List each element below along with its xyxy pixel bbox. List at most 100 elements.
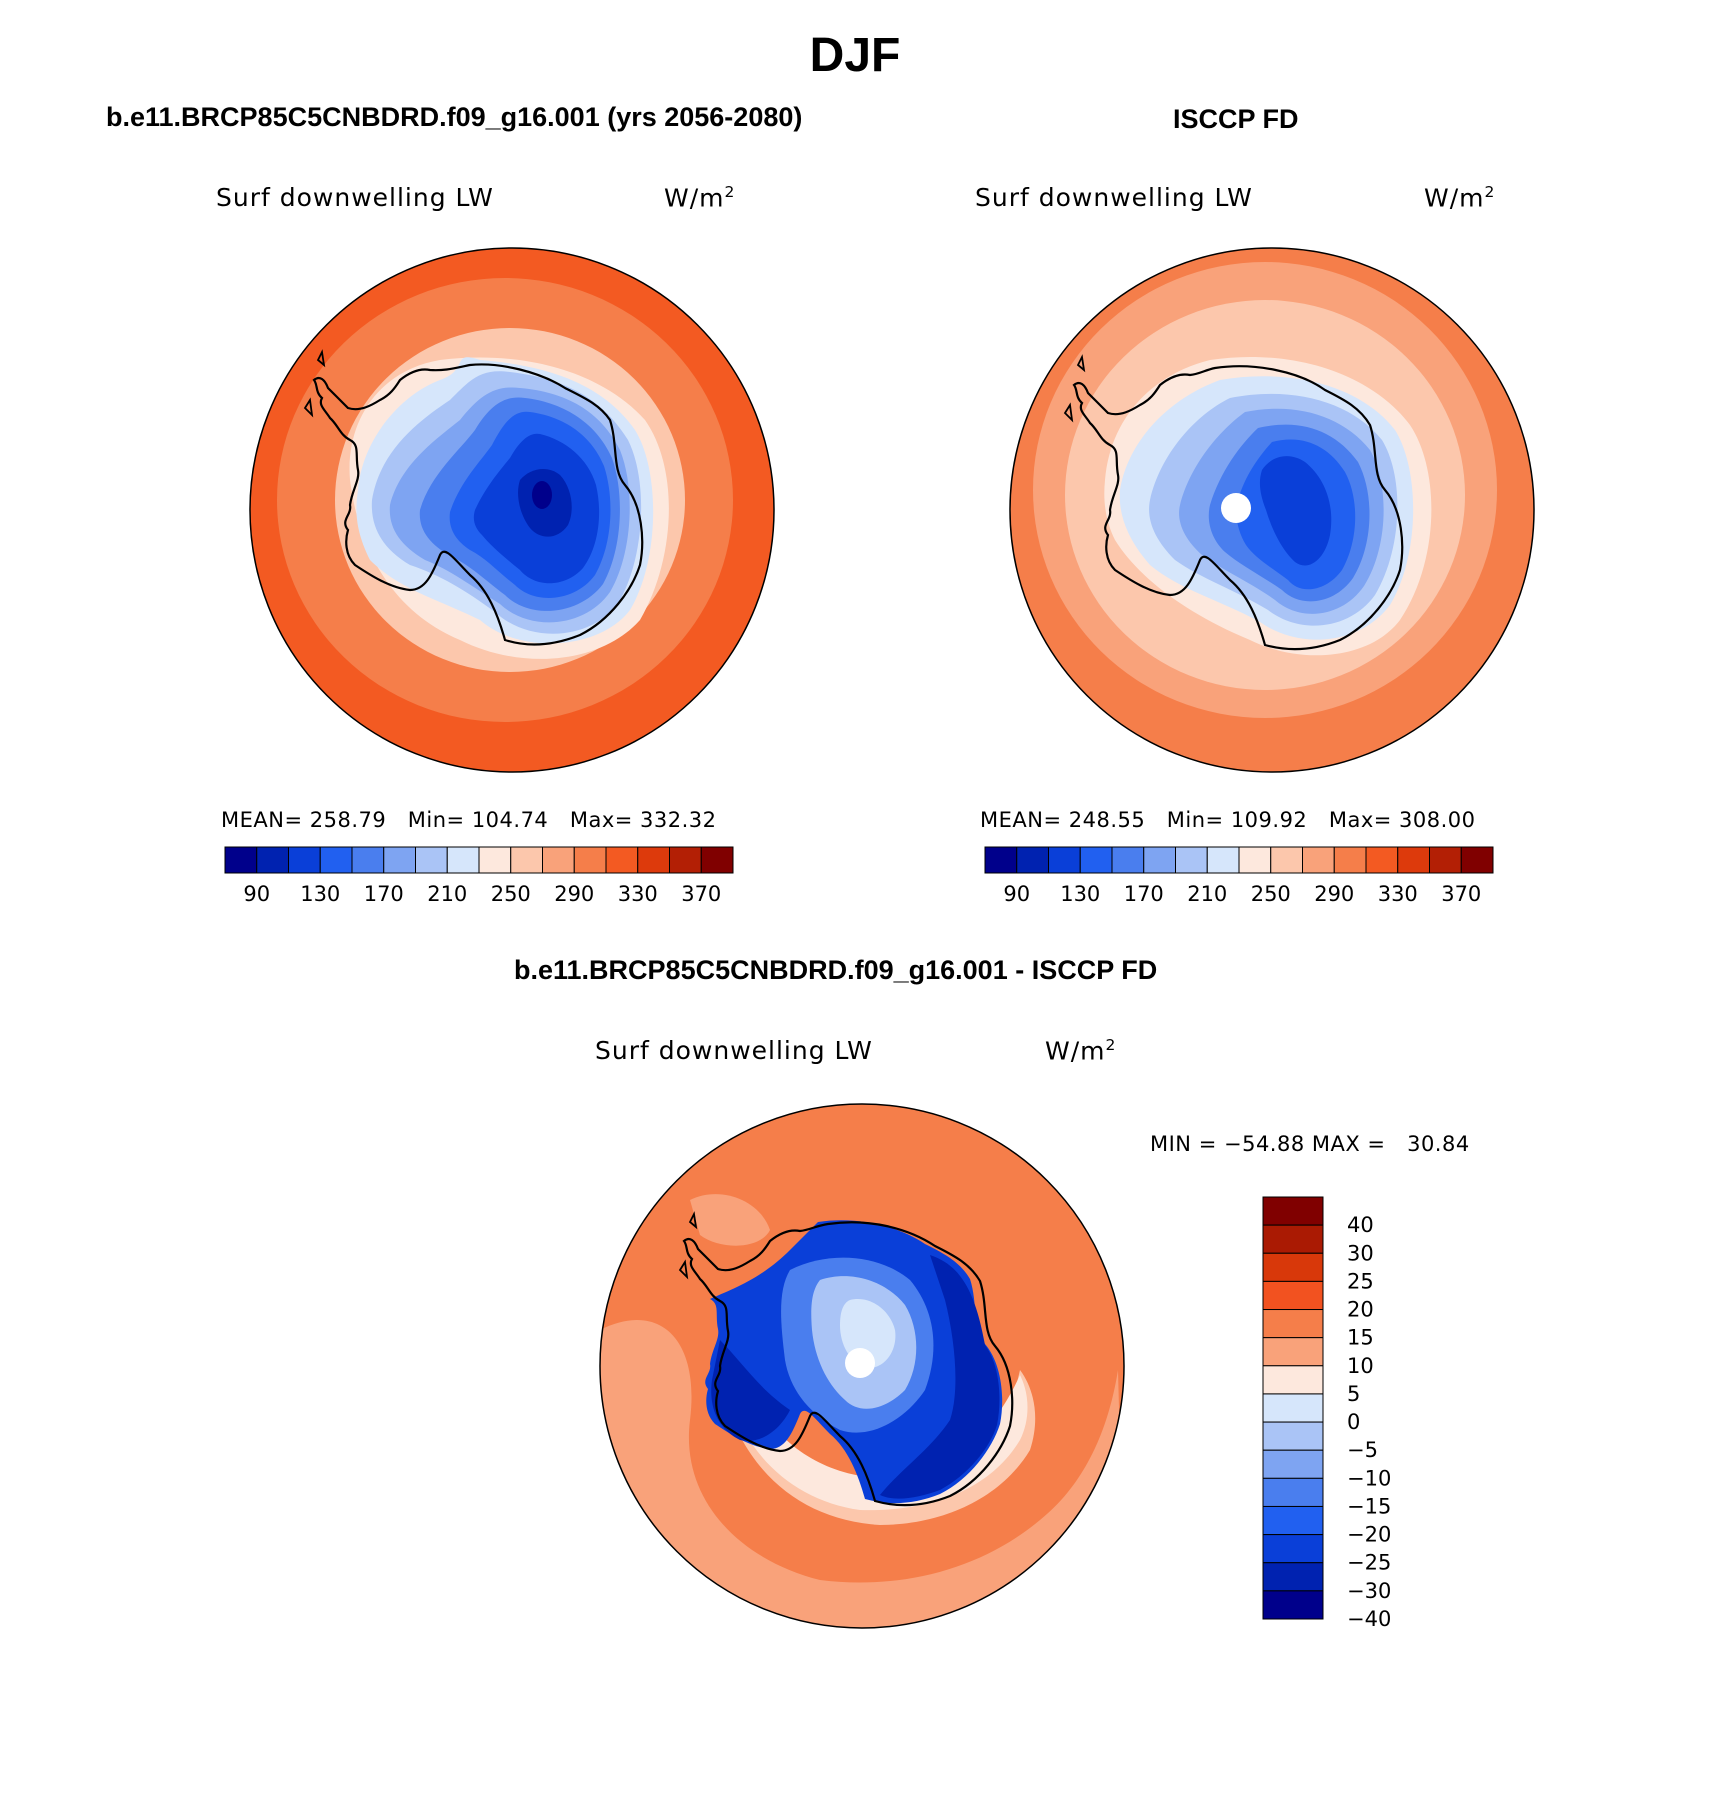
colorbar2-swatch: [1111, 846, 1145, 874]
map1-antarctica-coastline: [312, 363, 644, 646]
colorbar3-swatch: [1262, 1337, 1324, 1367]
colorbar2-swatch: [984, 846, 1018, 874]
panel3-variable: Surf downwelling LW: [595, 1036, 873, 1065]
map2-ice-6: [1259, 456, 1332, 566]
colorbar2-tick-label: 250: [1251, 882, 1291, 906]
colorbar1-swatch: [510, 846, 543, 874]
panel1-stats: MEAN= 258.79 Min= 104.74 Max= 332.32: [221, 808, 717, 832]
colorbar2-swatch: [1079, 846, 1113, 874]
colorbar1-tick-label: 330: [618, 882, 658, 906]
colorbar1-swatch: [605, 846, 639, 874]
colorbar3-swatch: [1262, 1196, 1324, 1226]
map3-ice-west: [711, 1340, 790, 1441]
colorbar2-swatch: [1206, 846, 1240, 874]
colorbar3-swatch: [1262, 1309, 1324, 1339]
colorbar3-tick-label: 30: [1347, 1241, 1374, 1265]
colorbar3-tick-label: 10: [1347, 1354, 1374, 1378]
colorbar2-tick-label: 330: [1378, 882, 1418, 906]
colorbar3-swatch: [1262, 1505, 1324, 1536]
panel1-units: W/m2: [664, 183, 736, 213]
colorbar1-swatch: [700, 846, 734, 874]
colorbar3-tick-label: −20: [1347, 1523, 1391, 1547]
colorbar2-swatch: [1143, 846, 1176, 874]
map2-islands: [1063, 354, 1086, 423]
colorbar1-tick-label: 170: [364, 882, 404, 906]
map3-islands: [678, 1211, 698, 1280]
panel2-variable: Surf downwelling LW: [975, 183, 1253, 212]
colorbar3-tick-label: 0: [1347, 1410, 1360, 1434]
panel2-units: W/m2: [1424, 183, 1496, 213]
panel2-colorbar: 90 130 170 210 250 290 330 370: [984, 846, 1494, 906]
colorbar3-swatch: [1262, 1590, 1324, 1620]
panel2-title: ISCCP FD: [1173, 104, 1299, 134]
panel1-colorbar: 90 130 170 210 250 290 330 370: [224, 846, 734, 906]
colorbar2-tick-label: 370: [1441, 882, 1481, 906]
map2-border: [1009, 247, 1535, 773]
map3-antarctica-coastline: [682, 1221, 1014, 1507]
colorbar1-swatch: [351, 846, 385, 874]
map1-border: [249, 247, 775, 773]
colorbar1-swatch: [446, 846, 480, 874]
colorbar1-swatch: [478, 846, 512, 874]
colorbar3-tick-label: −5: [1347, 1438, 1378, 1462]
panel1-variable: Surf downwelling LW: [216, 183, 494, 212]
colorbar1-swatch: [256, 846, 289, 874]
colorbar1-swatch: [288, 846, 321, 874]
colorbar1-swatch: [319, 846, 353, 874]
colorbar1-tick-label: 90: [243, 882, 270, 906]
colorbar2-tick-label: 290: [1314, 882, 1354, 906]
colorbar3-tick-label: −15: [1347, 1494, 1391, 1518]
colorbar2-tick-label: 210: [1187, 882, 1227, 906]
colorbar2-swatch: [1333, 846, 1367, 874]
colorbar3-tick-label: 40: [1347, 1213, 1374, 1237]
colorbar2-tick-label: 90: [1003, 882, 1030, 906]
colorbar3-swatch: [1262, 1421, 1324, 1451]
colorbar2-tick-label: 170: [1124, 882, 1164, 906]
colorbar2-swatch: [1270, 846, 1303, 874]
colorbar2-tick-label: 130: [1060, 882, 1100, 906]
colorbar3-swatch: [1262, 1224, 1324, 1254]
panel2-stats: MEAN= 248.55 Min= 109.92 Max= 308.00: [980, 808, 1476, 832]
colorbar3-tick-label: 20: [1347, 1298, 1374, 1322]
colorbar1-tick-label: 370: [681, 882, 721, 906]
colorbar1-swatch: [573, 846, 607, 874]
colorbar3-swatch: [1262, 1280, 1324, 1311]
colorbar1-swatch: [224, 846, 258, 874]
map3-ice-east: [880, 1255, 1000, 1499]
panel3-stats: MIN = −54.88 MAX = 30.84: [1150, 1132, 1470, 1156]
colorbar1-swatch: [383, 846, 416, 874]
colorbar2-swatch: [1048, 846, 1081, 874]
colorbar2-swatch: [1397, 846, 1430, 874]
colorbar2-swatch: [1460, 846, 1494, 874]
colorbar1-tick-label: 290: [554, 882, 594, 906]
colorbar1-swatch: [415, 846, 448, 874]
map3-band-inner-south: [600, 1320, 1124, 1628]
colorbar1-swatch: [669, 846, 702, 874]
map1-ice-8: [532, 481, 552, 509]
map2-pole-missing: [1221, 493, 1251, 523]
colorbar3-swatch: [1262, 1477, 1324, 1507]
map2-antarctica-coastline: [1072, 365, 1404, 651]
map1-islands: [303, 349, 326, 418]
colorbar1-tick-label: 130: [300, 882, 340, 906]
colorbar3-tick-label: 15: [1347, 1326, 1374, 1350]
colorbar1-swatch: [637, 846, 670, 874]
colorbar1-tick-label: 210: [427, 882, 467, 906]
panel3-title: b.e11.BRCP85C5CNBDRD.f09_g16.001 - ISCCP…: [514, 955, 1158, 985]
colorbar2-swatch: [1175, 846, 1208, 874]
panel3-map: [599, 1103, 1125, 1629]
colorbar2-swatch: [1429, 846, 1462, 874]
panel3-colorbar: 40 30 25 20 15 10 5 0 −5 −10 −15 −20 −25 −30 −40: [1262, 1196, 1391, 1631]
colorbar3-swatch: [1262, 1365, 1324, 1395]
colorbar3-swatch: [1262, 1562, 1324, 1592]
panel2-map: [1009, 247, 1535, 773]
colorbar2-swatch: [1302, 846, 1335, 874]
colorbar3-tick-label: 25: [1347, 1269, 1374, 1293]
panel3-units: W/m2: [1045, 1036, 1117, 1066]
colorbar3-swatch: [1262, 1252, 1324, 1282]
colorbar3-tick-label: −30: [1347, 1579, 1391, 1603]
map3-patch-1: [690, 1194, 770, 1246]
colorbar3-tick-label: −10: [1347, 1466, 1391, 1490]
colorbar3-tick-label: 5: [1347, 1382, 1360, 1406]
